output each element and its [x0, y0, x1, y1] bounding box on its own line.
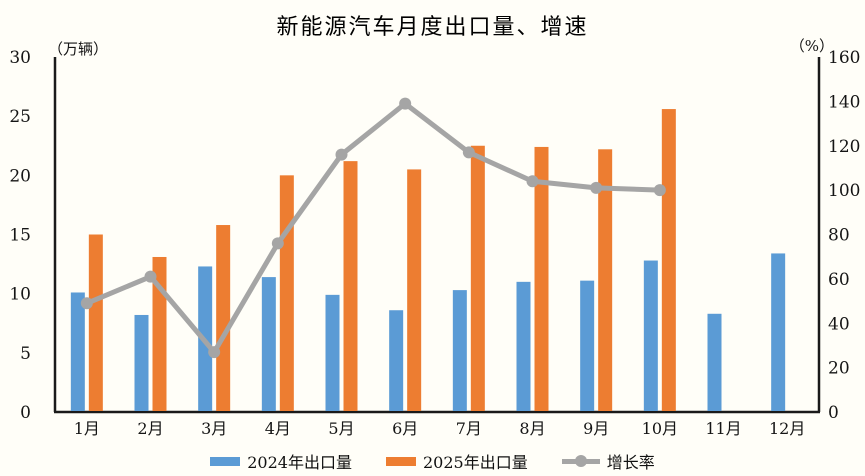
bar-2024年出口量-8月	[516, 281, 531, 411]
bar-2025年出口量-6月	[407, 169, 422, 411]
right-tick-0: 0	[828, 403, 839, 423]
point-增长率-10月	[653, 184, 666, 197]
x-label-10月: 10月	[642, 419, 678, 438]
bar-2024年出口量-9月	[580, 280, 595, 411]
chart-legend: 2024年出口量 2025年出口量 增长率	[0, 449, 865, 473]
right-tick-120: 120	[828, 137, 860, 157]
bar-2024年出口量-6月	[389, 310, 404, 411]
chart-title: 新能源汽车月度出口量、增速	[276, 15, 589, 40]
axes	[53, 57, 821, 414]
x-label-11月: 11月	[705, 419, 741, 438]
left-tick-30: 30	[9, 48, 31, 68]
point-增长率-7月	[462, 146, 475, 159]
growth-line	[84, 101, 663, 355]
left-tick-20: 20	[9, 166, 31, 186]
x-label-12月: 12月	[769, 419, 805, 438]
growth-line-group	[80, 97, 666, 359]
x-label-3月: 3月	[201, 419, 227, 438]
legend-label: 增长率	[606, 453, 655, 472]
x-label-9月: 9月	[583, 419, 609, 438]
x-label-5月: 5月	[328, 419, 354, 438]
point-增长率-2月	[144, 270, 157, 283]
bar-2025年出口量-9月	[598, 149, 613, 412]
legend-swatch-2024年出口量	[210, 456, 241, 466]
point-增长率-1月	[80, 297, 93, 310]
left-tick-5: 5	[20, 344, 31, 364]
right-axis-ticks: 0 20 40 60 80 100 120 140 160	[828, 48, 860, 423]
bar-2025年出口量-2月	[152, 256, 167, 411]
legend-swatch-2025年出口量	[385, 456, 416, 466]
right-tick-100: 100	[828, 181, 860, 201]
legend-line-swatch-icon	[561, 455, 600, 468]
bar-2025年出口量-4月	[279, 175, 294, 411]
x-label-8月: 8月	[519, 419, 545, 438]
x-label-6月: 6月	[392, 419, 418, 438]
right-tick-20: 20	[828, 359, 850, 379]
bar-2024年出口量-7月	[452, 290, 467, 411]
point-增长率-3月	[208, 346, 221, 359]
left-axis-ticks: 0 5 10 15 20 25 30	[9, 48, 31, 423]
legend-dot-icon	[574, 455, 587, 467]
bar-2025年出口量-8月	[534, 146, 549, 411]
bar-2024年出口量-5月	[325, 294, 340, 411]
point-增长率-8月	[526, 175, 539, 188]
legend-item-2025年出口量: 2025年出口量	[385, 449, 528, 473]
bar-2025年出口量-1月	[88, 234, 103, 411]
point-增长率-9月	[590, 181, 603, 194]
left-tick-15: 15	[9, 226, 31, 246]
right-tick-40: 40	[828, 314, 850, 334]
x-label-1月: 1月	[74, 419, 100, 438]
x-label-2月: 2月	[137, 419, 163, 438]
legend-item-增长率: 增长率	[561, 449, 655, 473]
legend-label: 2025年出口量	[422, 453, 528, 472]
bar-2025年出口量-5月	[343, 161, 358, 411]
bar-2024年出口量-12月	[771, 253, 786, 411]
right-tick-160: 160	[828, 48, 860, 68]
bar-2024年出口量-10月	[643, 260, 658, 411]
x-axis-labels: 1月 2月 3月 4月 5月 6月 7月 8月 9月 10月 11月 12月	[74, 419, 806, 438]
x-label-7月: 7月	[456, 419, 482, 438]
left-axis-unit-label: （万辆）	[48, 40, 108, 58]
bar-2025年出口量-3月	[216, 225, 231, 411]
right-tick-60: 60	[828, 270, 850, 290]
bar-2024年出口量-11月	[707, 313, 722, 411]
left-tick-25: 25	[9, 107, 31, 127]
left-tick-10: 10	[9, 285, 31, 305]
legend-item-2024年出口量: 2024年出口量	[210, 449, 352, 473]
x-label-4月: 4月	[265, 419, 291, 438]
right-tick-80: 80	[828, 226, 850, 246]
point-增长率-4月	[271, 237, 284, 250]
point-增长率-5月	[335, 148, 348, 161]
point-增长率-6月	[399, 97, 412, 110]
bar-2024年出口量-2月	[134, 314, 149, 411]
bars-group	[70, 109, 786, 412]
bar-2024年出口量-1月	[70, 292, 85, 411]
legend-label: 2024年出口量	[247, 453, 352, 472]
bar-2024年出口量-4月	[261, 277, 276, 411]
left-tick-0: 0	[20, 403, 31, 423]
right-axis-unit-label: （%）	[790, 37, 834, 55]
right-tick-140: 140	[828, 92, 860, 112]
bar-2025年出口量-10月	[661, 109, 676, 412]
bar-2025年出口量-7月	[470, 145, 485, 411]
